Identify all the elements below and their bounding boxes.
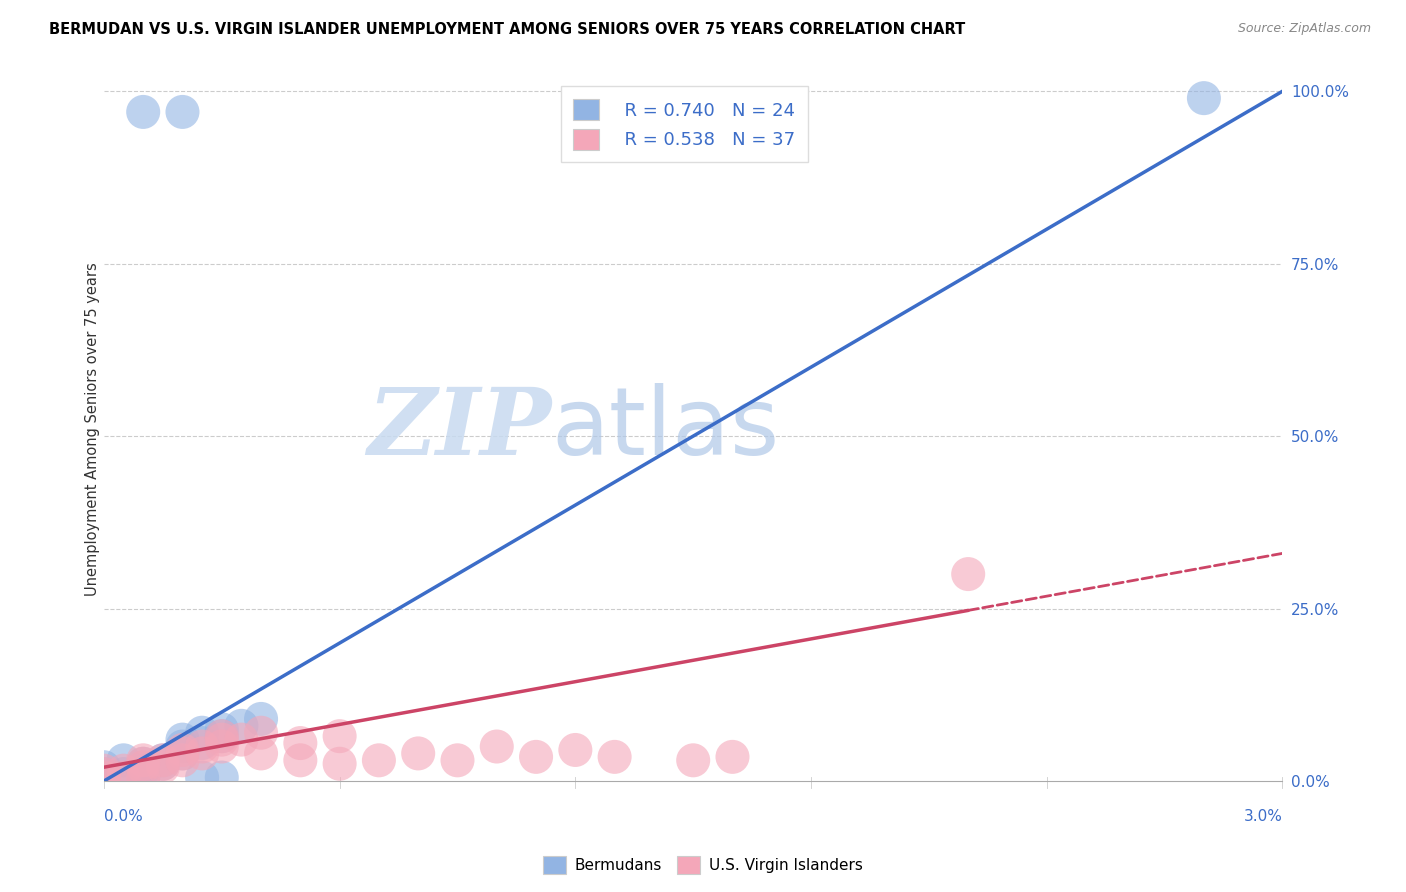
- Point: [132, 104, 155, 119]
- Point: [329, 756, 352, 771]
- Point: [132, 756, 155, 771]
- Point: [172, 747, 194, 761]
- Point: [721, 750, 744, 764]
- Point: [406, 747, 429, 761]
- Point: [172, 104, 194, 119]
- Point: [191, 739, 214, 754]
- Point: [191, 771, 214, 785]
- Point: [485, 739, 508, 754]
- Point: [191, 725, 214, 739]
- Point: [152, 756, 174, 771]
- Point: [250, 725, 273, 739]
- Point: [191, 736, 214, 750]
- Text: ZIP: ZIP: [367, 384, 551, 475]
- Point: [112, 771, 135, 785]
- Point: [93, 760, 115, 774]
- Point: [211, 723, 233, 737]
- Point: [957, 567, 980, 582]
- Text: 3.0%: 3.0%: [1244, 809, 1282, 824]
- Point: [172, 747, 194, 761]
- Point: [132, 756, 155, 771]
- Point: [93, 764, 115, 778]
- Legend: Bermudans, U.S. Virgin Islanders: Bermudans, U.S. Virgin Islanders: [537, 850, 869, 880]
- Point: [112, 771, 135, 785]
- Point: [250, 712, 273, 726]
- Point: [231, 732, 253, 747]
- Point: [152, 753, 174, 767]
- Point: [564, 743, 586, 757]
- Point: [93, 767, 115, 781]
- Point: [211, 729, 233, 743]
- Point: [603, 750, 626, 764]
- Point: [93, 771, 115, 785]
- Point: [112, 764, 135, 778]
- Point: [682, 753, 704, 767]
- Point: [329, 729, 352, 743]
- Point: [211, 729, 233, 743]
- Point: [211, 739, 233, 754]
- Point: [152, 760, 174, 774]
- Legend:   R = 0.740   N = 24,   R = 0.538   N = 37: R = 0.740 N = 24, R = 0.538 N = 37: [561, 87, 808, 162]
- Point: [93, 771, 115, 785]
- Point: [132, 760, 155, 774]
- Point: [172, 739, 194, 754]
- Text: 0.0%: 0.0%: [104, 809, 142, 824]
- Point: [524, 750, 547, 764]
- Text: BERMUDAN VS U.S. VIRGIN ISLANDER UNEMPLOYMENT AMONG SENIORS OVER 75 YEARS CORREL: BERMUDAN VS U.S. VIRGIN ISLANDER UNEMPLO…: [49, 22, 966, 37]
- Point: [172, 753, 194, 767]
- Text: atlas: atlas: [551, 384, 780, 475]
- Point: [231, 719, 253, 733]
- Point: [93, 767, 115, 781]
- Point: [172, 743, 194, 757]
- Point: [132, 760, 155, 774]
- Point: [250, 747, 273, 761]
- Point: [132, 771, 155, 785]
- Y-axis label: Unemployment Among Seniors over 75 years: Unemployment Among Seniors over 75 years: [86, 262, 100, 596]
- Point: [290, 736, 312, 750]
- Point: [172, 732, 194, 747]
- Point: [112, 767, 135, 781]
- Point: [132, 764, 155, 778]
- Text: Source: ZipAtlas.com: Source: ZipAtlas.com: [1237, 22, 1371, 36]
- Point: [367, 753, 389, 767]
- Point: [1192, 91, 1215, 105]
- Point: [290, 753, 312, 767]
- Point: [152, 753, 174, 767]
- Point: [211, 732, 233, 747]
- Point: [446, 753, 468, 767]
- Point: [112, 753, 135, 767]
- Point: [132, 771, 155, 785]
- Point: [132, 753, 155, 767]
- Point: [191, 747, 214, 761]
- Point: [152, 756, 174, 771]
- Point: [211, 771, 233, 785]
